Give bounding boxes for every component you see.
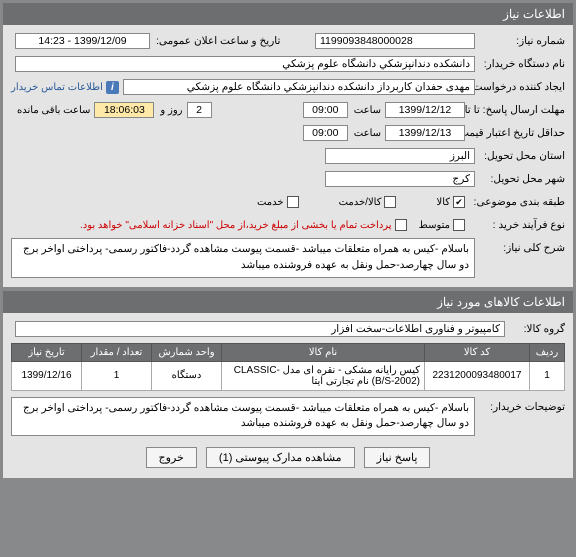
contact-link[interactable]: اطلاعات تماس خریدار — [11, 82, 103, 93]
checkbox-goods-service[interactable] — [384, 196, 396, 208]
table-row[interactable]: 1 2231200093480017 کیس رایانه مشکی - نقر… — [12, 361, 565, 390]
th-name: نام کالا — [222, 343, 425, 361]
province-label: استان محل تحویل: — [475, 150, 565, 162]
buyer-notes-label: توضیحات خریدار: — [475, 397, 565, 413]
checkbox-service[interactable] — [287, 196, 299, 208]
need-no-value: 1199093848000028 — [315, 33, 475, 49]
remain-time: 18:06:03 — [94, 102, 154, 118]
day-label: روز و — [154, 105, 182, 116]
cat-gs-label: کالا/خدمت — [339, 197, 382, 208]
button-bar: پاسخ نیاز مشاهده مدارک پیوستی (1) خروج — [11, 439, 565, 472]
th-code: کد کالا — [425, 343, 530, 361]
info-icon[interactable]: i — [106, 81, 119, 94]
remain-days: 2 — [187, 102, 212, 118]
goods-info-panel: اطلاعات کالاهای مورد نیاز گروه کالا: کام… — [2, 290, 574, 480]
announce-value: 1399/12/09 - 14:23 — [15, 33, 150, 49]
city-value: کرج — [325, 171, 475, 187]
group-value: کامپیوتر و فناوری اطلاعات-سخت افزار — [15, 321, 505, 337]
exit-button[interactable]: خروج — [146, 447, 197, 468]
checkbox-goods[interactable] — [453, 196, 465, 208]
table-header-row: ردیف کد کالا نام کالا واحد شمارش تعداد /… — [12, 343, 565, 361]
cell-idx: 1 — [530, 361, 565, 390]
price-date: 1399/12/13 — [385, 125, 465, 141]
th-date: تاریخ نیاز — [12, 343, 82, 361]
attachments-button[interactable]: مشاهده مدارک پیوستی (1) — [206, 447, 355, 468]
answer-button[interactable]: پاسخ نیاز — [364, 447, 431, 468]
desc-label: شرح کلی نیاز: — [475, 238, 565, 254]
org-value: دانشکده دندانپزشکي دانشگاه علوم پزشکي — [15, 56, 475, 72]
org-label: نام دستگاه خریدار: — [475, 58, 565, 70]
creator-label: ایجاد کننده درخواست: — [475, 81, 565, 94]
buy-mid-label: متوسط — [419, 220, 450, 231]
buy-note: پرداخت تمام یا بخشی از مبلغ خرید،از محل … — [80, 220, 392, 231]
panel1-title: اطلاعات نیاز — [3, 3, 573, 25]
cell-date: 1399/12/16 — [12, 361, 82, 390]
deadline-time: 09:00 — [303, 102, 348, 118]
need-info-panel: اطلاعات نیاز شماره نیاز: 119909384800002… — [2, 2, 574, 288]
cat-service-label: خدمت — [257, 197, 284, 208]
remain-text: ساعت باقی مانده — [11, 105, 90, 116]
th-row: ردیف — [530, 343, 565, 361]
checkbox-mid[interactable] — [453, 219, 465, 231]
city-label: شهر محل تحویل: — [475, 173, 565, 185]
creator-value: مهدی حفدان کاربرداز دانشکده دندانپزشکي د… — [123, 79, 475, 95]
announce-label: تاریخ و ساعت اعلان عمومی: — [150, 35, 280, 47]
th-unit: واحد شمارش — [152, 343, 222, 361]
panel2-body: گروه کالا: کامپیوتر و فناوری اطلاعات-سخت… — [3, 313, 573, 479]
time-label-1: ساعت — [348, 105, 381, 116]
time-label-2: ساعت — [348, 128, 381, 139]
need-no-label: شماره نیاز: — [475, 35, 565, 47]
buy-type-label: نوع فرآیند خرید : — [465, 219, 565, 231]
category-label: طبقه بندی موضوعی: — [465, 196, 565, 208]
desc-value: باسلام -کیس به همراه متعلقات میباشد -قسم… — [11, 238, 475, 278]
checkbox-note[interactable] — [395, 219, 407, 231]
buyer-notes-value: باسلام -کیس به همراه متعلقات میباشد -قسم… — [11, 397, 475, 437]
th-qty: تعداد / مقدار — [82, 343, 152, 361]
price-valid-label: حداقل تاریخ اعتبار قیمت: تا تاریخ: — [465, 127, 565, 140]
deadline-date: 1399/12/12 — [385, 102, 465, 118]
cell-code: 2231200093480017 — [425, 361, 530, 390]
deadline-label: مهلت ارسال پاسخ: تا تاریخ: — [465, 104, 565, 117]
cat-goods-label: کالا — [436, 197, 450, 208]
price-time: 09:00 — [303, 125, 348, 141]
cell-name: کیس رایانه مشکی - نقره ای مدل CLASSIC-(B… — [222, 361, 425, 390]
goods-table: ردیف کد کالا نام کالا واحد شمارش تعداد /… — [11, 343, 565, 391]
panel2-title: اطلاعات کالاهای مورد نیاز — [3, 291, 573, 313]
cell-qty: 1 — [82, 361, 152, 390]
group-label: گروه کالا: — [505, 323, 565, 335]
cell-unit: دستگاه — [152, 361, 222, 390]
panel1-body: شماره نیاز: 1199093848000028 تاریخ و ساع… — [3, 25, 573, 287]
province-value: البرز — [325, 148, 475, 164]
